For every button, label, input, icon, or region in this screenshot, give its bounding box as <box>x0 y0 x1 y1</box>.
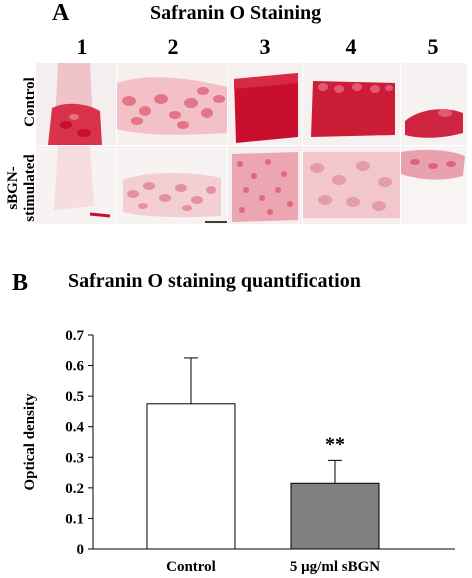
micrograph-sbgn-5 <box>401 146 467 224</box>
micrograph-control-3 <box>228 63 302 145</box>
column-number-3: 3 <box>259 34 271 59</box>
y-tick-label: 0.1 <box>65 511 84 527</box>
y-tick-label: 0.5 <box>65 389 84 405</box>
micrograph-sbgn-4 <box>303 146 400 224</box>
y-tick-label: 0.7 <box>65 328 84 344</box>
column-number-2: 2 <box>167 34 179 59</box>
column-number-4: 4 <box>345 34 357 59</box>
column-number-5: 5 <box>427 34 439 59</box>
y-tick-label: 0.6 <box>65 359 84 375</box>
column-number-1: 1 <box>76 34 88 59</box>
micrograph-control-1 <box>36 63 116 145</box>
micrograph-sbgn-3 <box>228 146 302 224</box>
panel-a-letter: A <box>52 0 70 26</box>
y-tick-label: 0.4 <box>65 420 84 436</box>
y-tick-label: 0 <box>77 542 85 558</box>
micrograph-control-4 <box>303 63 400 145</box>
y-tick-label: 0.3 <box>65 450 84 466</box>
significance-annotation: ** <box>325 433 345 455</box>
micrograph-sbgn-2 <box>117 146 227 224</box>
bar <box>146 403 236 550</box>
micrograph-control-5 <box>401 63 467 145</box>
micrograph-control-2 <box>117 63 227 145</box>
y-tick-label: 0.2 <box>65 481 84 497</box>
panel-b-title: Safranin O staining quantification <box>68 270 361 292</box>
x-category-label: 5 μg/ml sBGN <box>290 559 380 575</box>
panel-b-letter: B <box>12 270 29 296</box>
x-category-label: Control <box>166 559 216 575</box>
bar <box>290 482 380 550</box>
y-axis-label: Optical density <box>22 393 38 491</box>
panel-a-title: Safranin O Staining <box>150 2 322 24</box>
micrograph-sbgn-1 <box>36 146 116 224</box>
